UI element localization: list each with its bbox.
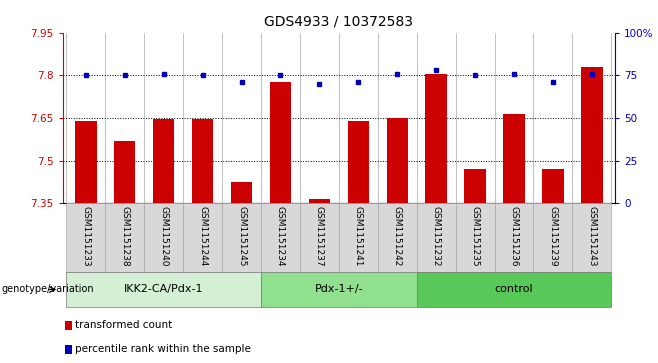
Bar — [66, 203, 105, 272]
Text: GSM1151241: GSM1151241 — [354, 206, 363, 266]
Bar — [192, 119, 213, 203]
Text: GSM1151233: GSM1151233 — [82, 206, 90, 267]
Bar — [542, 169, 564, 203]
Bar — [455, 203, 495, 272]
Bar — [417, 203, 455, 272]
Bar — [309, 199, 330, 203]
Text: GSM1151243: GSM1151243 — [588, 206, 596, 266]
Text: GSM1151239: GSM1151239 — [549, 206, 557, 267]
Text: Pdx-1+/-: Pdx-1+/- — [315, 285, 363, 294]
Bar — [426, 74, 447, 203]
Bar — [114, 141, 136, 203]
Text: GSM1151237: GSM1151237 — [315, 206, 324, 267]
Bar — [66, 272, 261, 307]
Bar — [153, 119, 174, 203]
Bar — [534, 203, 572, 272]
Text: GSM1151236: GSM1151236 — [509, 206, 519, 267]
Bar — [261, 272, 417, 307]
Bar — [222, 203, 261, 272]
Bar — [417, 272, 611, 307]
Bar — [503, 114, 524, 203]
Text: GSM1151238: GSM1151238 — [120, 206, 129, 267]
Bar — [75, 121, 97, 203]
Bar — [65, 344, 72, 354]
Text: GSM1151235: GSM1151235 — [470, 206, 480, 267]
Bar — [347, 121, 369, 203]
Text: control: control — [495, 285, 534, 294]
Text: GSM1151234: GSM1151234 — [276, 206, 285, 266]
Text: GSM1151232: GSM1151232 — [432, 206, 441, 266]
Bar — [581, 67, 603, 203]
Text: percentile rank within the sample: percentile rank within the sample — [75, 344, 251, 354]
Bar — [495, 203, 534, 272]
Bar — [465, 169, 486, 203]
Bar — [231, 182, 252, 203]
Bar — [261, 203, 300, 272]
Text: GSM1151240: GSM1151240 — [159, 206, 168, 266]
Text: GSM1151244: GSM1151244 — [198, 206, 207, 266]
Text: transformed count: transformed count — [75, 321, 172, 330]
Bar — [339, 203, 378, 272]
Text: GSM1151242: GSM1151242 — [393, 206, 402, 266]
Text: GSM1151245: GSM1151245 — [237, 206, 246, 266]
Bar — [572, 203, 611, 272]
Text: genotype/variation: genotype/variation — [2, 285, 95, 294]
Bar — [144, 203, 183, 272]
Bar — [378, 203, 417, 272]
Text: IKK2-CA/Pdx-1: IKK2-CA/Pdx-1 — [124, 285, 203, 294]
Bar — [270, 82, 291, 203]
Title: GDS4933 / 10372583: GDS4933 / 10372583 — [265, 15, 413, 29]
Bar — [183, 203, 222, 272]
Bar — [386, 118, 408, 203]
Bar — [105, 203, 144, 272]
Bar — [65, 321, 72, 330]
Bar — [300, 203, 339, 272]
